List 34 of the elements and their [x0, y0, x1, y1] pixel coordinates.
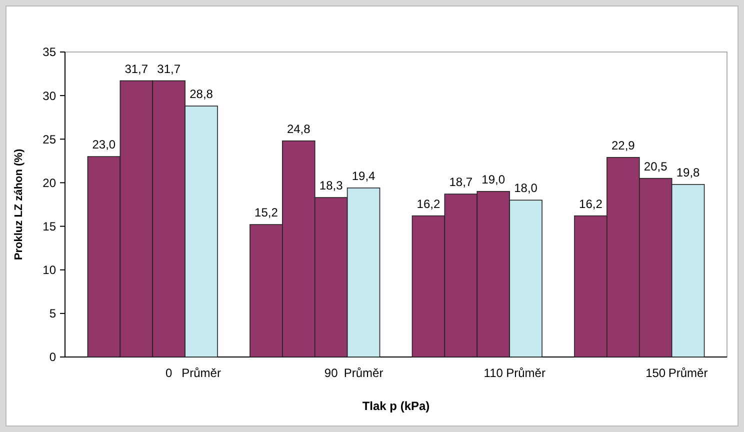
x-tick-label: Průměr: [668, 366, 708, 380]
y-tick-label: 25: [42, 132, 56, 146]
data-label: 16,2: [416, 196, 440, 211]
x-tick-label: 0: [166, 366, 172, 380]
data-label: 19,0: [482, 172, 506, 186]
data-label: 24,8: [286, 122, 311, 136]
x-tick-label: Průměr: [344, 366, 384, 380]
y-axis-title: Prokluz LZ záhon (%): [13, 148, 25, 260]
data-label: 28,8: [190, 87, 214, 102]
data-label: 19,8: [676, 165, 700, 180]
x-tick-label: 110: [484, 366, 504, 380]
y-tick-label: 0: [49, 350, 56, 364]
y-tick-label: 30: [42, 88, 56, 103]
x-axis-title: Tlak p (kPa): [362, 399, 430, 413]
y-tick-label: 20: [42, 176, 56, 190]
data-label: 23,0: [92, 138, 116, 152]
x-tick-label: Průměr: [506, 366, 546, 380]
y-tick-label: 10: [42, 263, 56, 278]
data-label: 19,4: [352, 168, 376, 183]
x-tick-label: 90: [324, 366, 338, 380]
x-tick-label: 150: [646, 366, 666, 380]
data-label: 18,3: [319, 178, 344, 193]
data-label: 22,9: [611, 138, 636, 152]
data-label: 31,7: [124, 62, 148, 76]
data-label: 18,7: [449, 175, 473, 190]
y-tick-label: 15: [42, 219, 56, 234]
x-tick-label: Průměr: [182, 366, 221, 380]
y-tick-label: 35: [42, 45, 56, 60]
y-tick-label: 5: [49, 306, 56, 321]
data-label: 18,0: [514, 181, 538, 196]
data-label: 16,2: [579, 196, 603, 211]
data-label: 20,5: [644, 159, 668, 174]
data-label: 31,7: [157, 62, 181, 76]
data-label: 15,2: [254, 206, 278, 220]
